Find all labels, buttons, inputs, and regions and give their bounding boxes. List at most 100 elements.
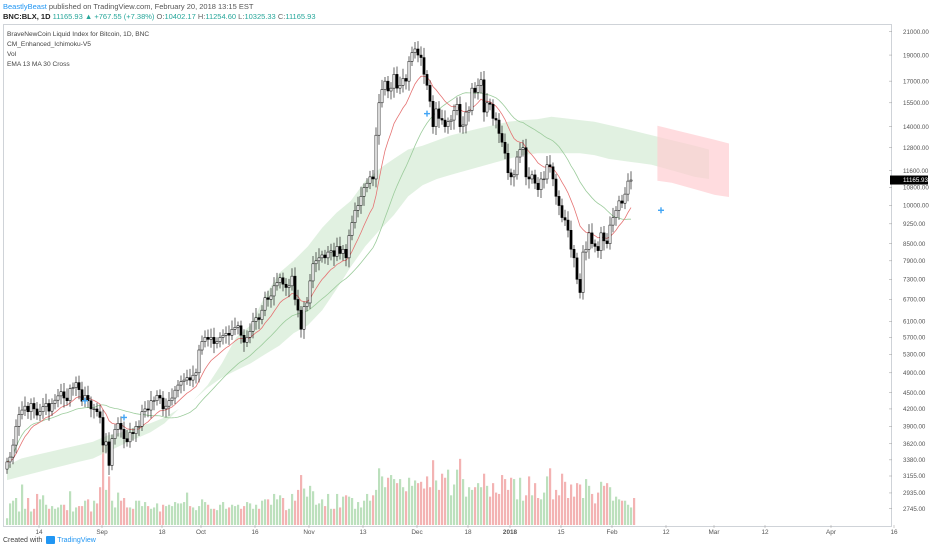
candle-body	[71, 387, 75, 389]
price-change: ▲ +767.55 (+7.38%)	[84, 12, 155, 21]
candle-body	[404, 78, 408, 82]
candle-body	[305, 302, 309, 307]
tradingview-logo[interactable]: TradingView	[46, 536, 96, 544]
volume-bar	[9, 503, 12, 525]
candle-body	[209, 337, 213, 340]
author-link[interactable]: BeastlyBeast	[3, 2, 47, 11]
candle-body	[359, 196, 363, 206]
volume-bar	[306, 496, 309, 525]
volume-bar	[189, 506, 192, 525]
volume-bar	[30, 511, 33, 525]
tradingview-logo-icon	[46, 536, 56, 544]
volume-bar	[207, 504, 210, 525]
volume-bar	[225, 508, 228, 525]
candle-body	[551, 166, 555, 180]
open-value: 10402.17	[164, 12, 196, 21]
volume-bar	[48, 508, 51, 525]
candle-body	[389, 87, 393, 92]
volume-bar	[507, 489, 510, 525]
candle-body	[173, 389, 177, 399]
candle-body	[47, 403, 51, 412]
volume-bar	[279, 495, 282, 525]
candle-body	[428, 85, 432, 102]
candle-body	[128, 432, 132, 443]
candle-body	[470, 87, 474, 111]
candle-body	[410, 52, 414, 62]
volume-bar	[504, 479, 507, 525]
volume-bar	[630, 507, 633, 525]
candle-body	[461, 124, 465, 127]
candle-body	[338, 246, 342, 254]
volume-bar	[21, 484, 24, 525]
volume-bar	[471, 489, 474, 525]
price-tick-label: 11600.00	[903, 168, 929, 175]
candle-body	[467, 110, 471, 113]
volume-bar	[381, 476, 384, 525]
candle-body	[68, 388, 72, 401]
candle-body	[149, 400, 153, 411]
volume-bar	[327, 493, 330, 525]
candle-body	[89, 400, 93, 410]
volume-bar	[318, 503, 321, 525]
time-tick-label: Feb	[606, 529, 617, 536]
volume-bar	[135, 500, 138, 525]
volume-bar	[120, 500, 123, 525]
time-tick-label: 2018	[503, 529, 518, 536]
volume-bar	[66, 510, 69, 525]
candle-body	[26, 405, 30, 412]
volume-bar	[531, 495, 534, 525]
volume-bar	[516, 499, 519, 525]
volume-bar	[303, 488, 306, 525]
legend-series[interactable]: BraveNewCoin Liquid Index for Bitcoin, 1…	[7, 31, 150, 38]
candle-body	[617, 200, 621, 211]
candle-body	[50, 403, 54, 412]
legend-ema-cross[interactable]: EMA 13 MA 30 Cross	[7, 61, 70, 68]
volume-bar	[582, 498, 585, 525]
price-tick-label: 19000.00	[903, 52, 929, 59]
candle-body	[593, 243, 597, 247]
legend-volume[interactable]: Vol	[7, 51, 17, 58]
candle-body	[23, 405, 27, 411]
volume-bar	[213, 508, 216, 525]
candle-body	[614, 210, 618, 218]
price-tick-label: 4500.00	[903, 390, 926, 397]
legend-ichimoku[interactable]: CM_Enhanced_Ichimoku-V5	[7, 41, 91, 48]
candle-body	[59, 391, 63, 397]
volume-bar	[324, 506, 327, 525]
volume-bar	[192, 507, 195, 525]
volume-bar	[357, 502, 360, 525]
candle-body	[485, 102, 489, 113]
volume-bar	[180, 503, 183, 525]
volume-bar	[39, 499, 42, 525]
volume-bar	[369, 500, 372, 525]
volume-bar	[372, 495, 375, 525]
candle-body	[479, 79, 483, 86]
candle-body	[377, 102, 381, 136]
candle-body	[554, 178, 558, 197]
candle-body	[101, 417, 105, 446]
volume-bar	[420, 481, 423, 525]
volume-bar	[549, 468, 552, 525]
price-tick-label: 4900.00	[903, 370, 926, 377]
volume-bar	[525, 495, 528, 525]
candle-body	[563, 217, 567, 221]
candle-body	[86, 395, 90, 401]
candle-body	[608, 224, 612, 244]
volume-bar	[453, 484, 456, 525]
candle-body	[602, 232, 606, 242]
candle-body	[188, 377, 192, 381]
volume-bar	[273, 493, 276, 525]
volume-bar	[153, 507, 156, 525]
volume-bar	[252, 508, 255, 525]
price-axis: 21000.00 19000.00 17000.00 15500.00 14000.00…	[889, 29, 929, 513]
candle-body	[263, 297, 267, 311]
candle-body	[161, 397, 165, 410]
candle-body	[179, 381, 183, 386]
candle-body	[587, 232, 591, 250]
candle-body	[230, 329, 234, 336]
candle-body	[323, 254, 327, 259]
volume-bar	[468, 487, 471, 525]
volume-bar	[348, 496, 351, 525]
volume-bar	[99, 487, 102, 525]
